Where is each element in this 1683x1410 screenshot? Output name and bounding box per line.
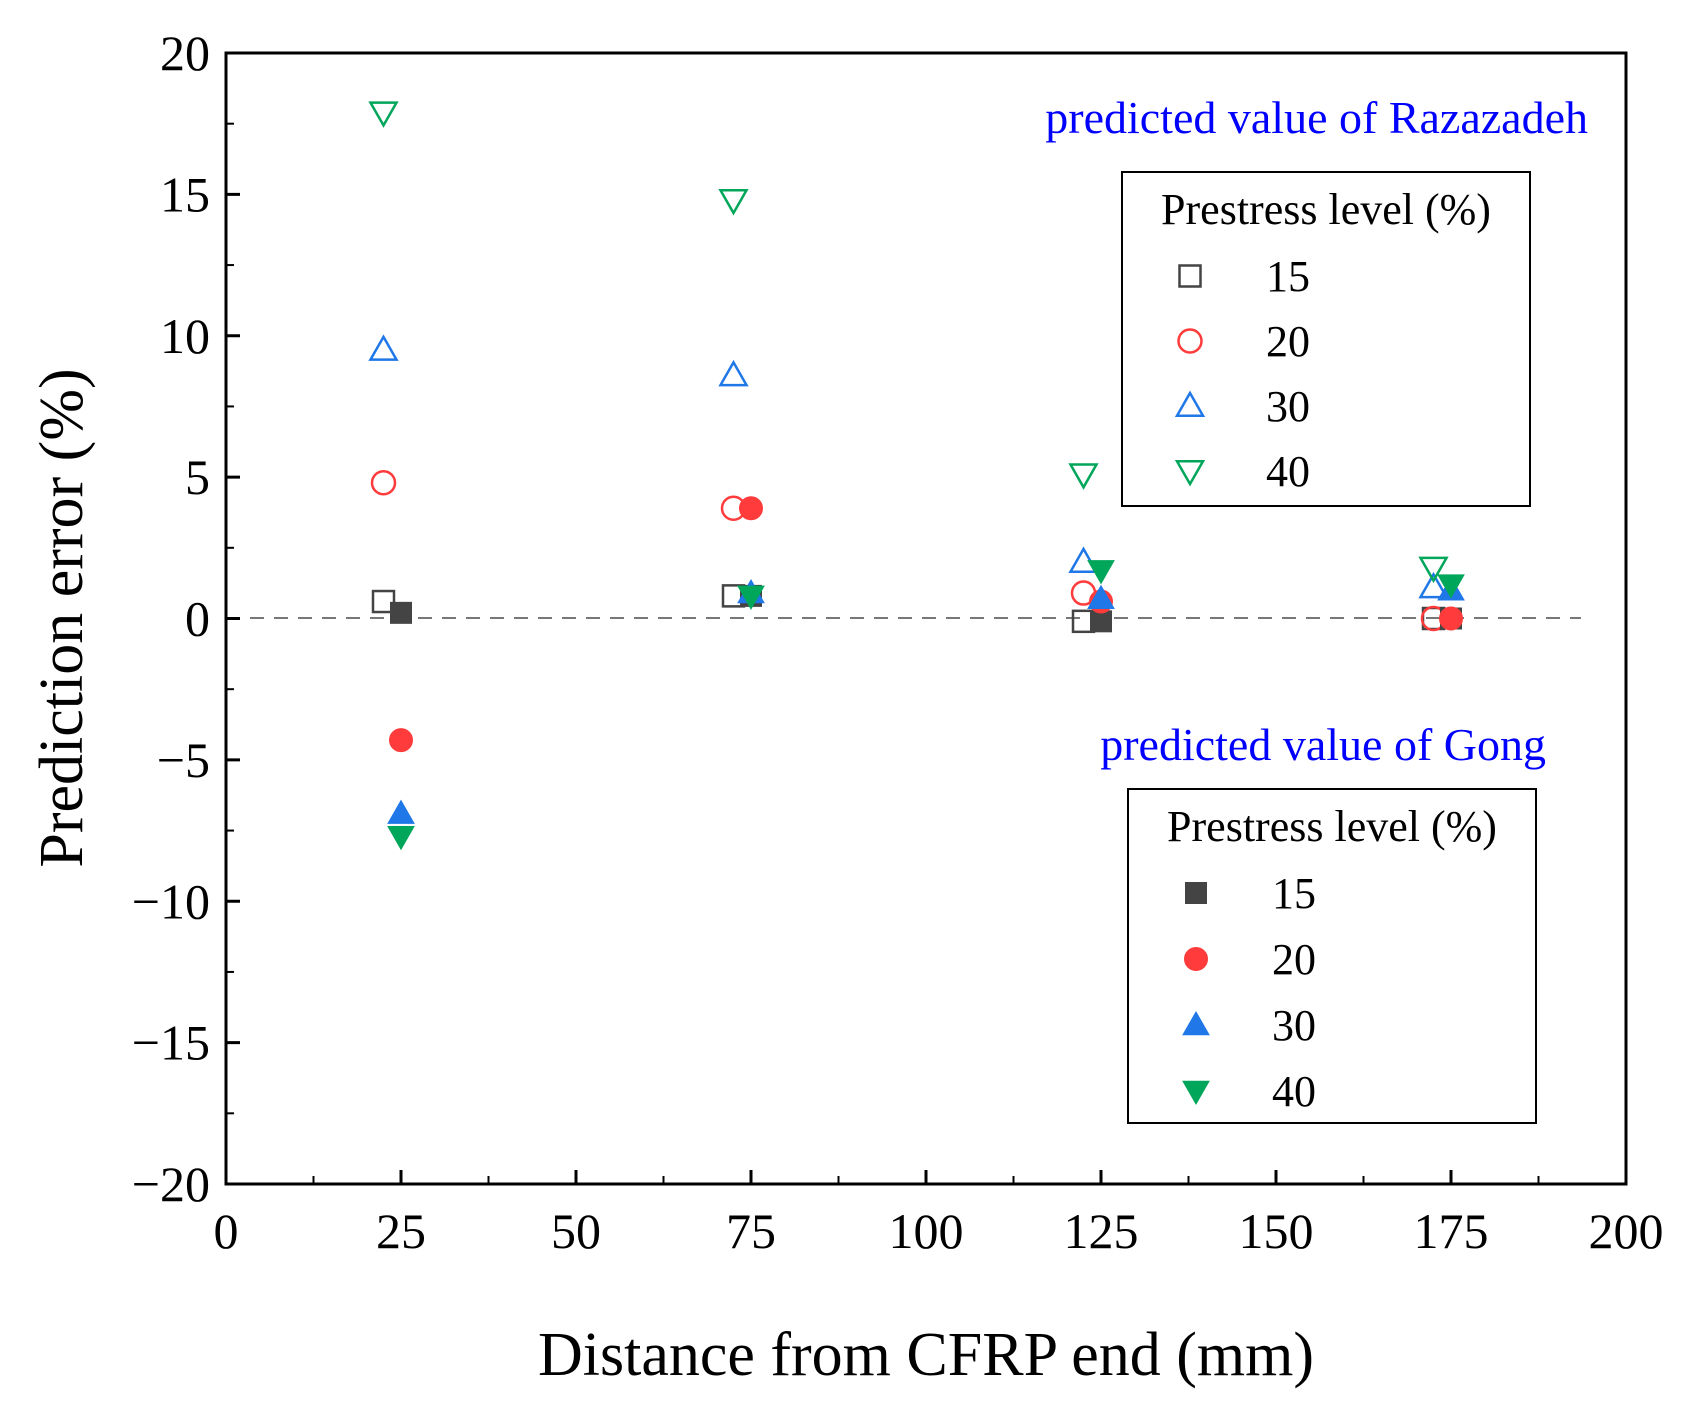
point-razazadeh-15 xyxy=(371,589,396,614)
point-gong-40 xyxy=(1087,560,1115,585)
point-gong-40 xyxy=(387,825,415,851)
point-razazadeh-40 xyxy=(368,101,399,128)
y-axis-ticks: −20 −15 −10 −5 0 5 10 15 20 xyxy=(132,25,240,1212)
legend-label-15: 15 xyxy=(1266,252,1310,301)
x-tick-label: 0 xyxy=(214,1203,239,1259)
legend-marker-15 xyxy=(1178,264,1202,288)
x-tick-label: 125 xyxy=(1064,1203,1139,1259)
legend-title: Prestress level (%) xyxy=(1161,185,1491,234)
x-tick-label: 50 xyxy=(551,1203,601,1259)
legend-marker-30 xyxy=(1174,390,1206,417)
legend-marker-15 xyxy=(1185,882,1207,904)
legend-marker-20 xyxy=(1177,328,1203,354)
legend-box xyxy=(1121,171,1531,507)
point-gong-40 xyxy=(737,585,765,610)
y-axis-title: Prediction error (%) xyxy=(28,368,96,867)
point-gong-15 xyxy=(1090,610,1112,633)
legend-label-40: 40 xyxy=(1272,1067,1316,1116)
legend-label-20: 20 xyxy=(1272,935,1316,984)
legend-label-40: 40 xyxy=(1266,447,1310,496)
point-gong-20 xyxy=(389,728,413,753)
point-gong-15 xyxy=(390,601,412,624)
y-tick-label: 10 xyxy=(160,308,210,364)
legend-items: 15 20 30 40 xyxy=(1182,869,1316,1116)
point-gong-20 xyxy=(1439,606,1463,631)
legend-razazadeh: Prestress level (%) 15 20 30 40 xyxy=(1121,171,1531,507)
point-razazadeh-20 xyxy=(370,470,397,496)
point-razazadeh-40 xyxy=(1068,463,1099,490)
y-tick-label: −10 xyxy=(132,873,210,929)
point-gong-30 xyxy=(387,799,415,824)
legend-label-30: 30 xyxy=(1272,1001,1316,1050)
point-razazadeh-40 xyxy=(1418,556,1449,584)
y-tick-label: −5 xyxy=(157,732,210,788)
point-gong-20 xyxy=(739,496,763,521)
point-gong-40 xyxy=(1437,574,1465,599)
legend-marker-40 xyxy=(1174,460,1206,487)
y-tick-label: −20 xyxy=(132,1156,210,1212)
point-razazadeh-30 xyxy=(1418,571,1449,599)
x-tick-label: 100 xyxy=(889,1203,964,1259)
y-tick-label: 15 xyxy=(160,166,210,222)
x-axis-title: Distance from CFRP end (mm) xyxy=(538,1321,1314,1389)
x-tick-label: 75 xyxy=(726,1203,776,1259)
point-razazadeh-30 xyxy=(368,334,399,361)
y-tick-label: 0 xyxy=(185,591,210,647)
point-razazadeh-40 xyxy=(718,189,749,216)
y-tick-label: 5 xyxy=(185,449,210,505)
point-razazadeh-30 xyxy=(718,359,749,387)
x-tick-label: 175 xyxy=(1414,1203,1489,1259)
legend-items: 15 20 30 40 xyxy=(1174,252,1310,496)
legend-title: Prestress level (%) xyxy=(1167,802,1497,851)
annotation-razazadeh: predicted value of Razazadeh xyxy=(1045,92,1588,143)
x-tick-label: 150 xyxy=(1239,1203,1314,1259)
x-tick-label: 200 xyxy=(1589,1203,1664,1259)
point-gong-30 xyxy=(1087,584,1115,609)
data-points xyxy=(368,101,1465,851)
legend-label-20: 20 xyxy=(1266,317,1310,366)
legend-marker-40 xyxy=(1182,1080,1210,1106)
y-tick-label: −15 xyxy=(132,1015,210,1071)
legend-label-15: 15 xyxy=(1272,869,1316,918)
legend-marker-30 xyxy=(1182,1010,1210,1036)
legend-gong: Prestress level (%) 15 20 30 40 xyxy=(1127,788,1537,1124)
legend-marker-20 xyxy=(1184,947,1208,971)
x-axis-ticks: 0 25 50 75 100 125 150 175 200 xyxy=(214,1170,1664,1259)
legend-label-30: 30 xyxy=(1266,382,1310,431)
x-tick-label: 25 xyxy=(376,1203,426,1259)
y-tick-label: 20 xyxy=(160,25,210,81)
annotation-gong: predicted value of Gong xyxy=(1100,719,1546,770)
